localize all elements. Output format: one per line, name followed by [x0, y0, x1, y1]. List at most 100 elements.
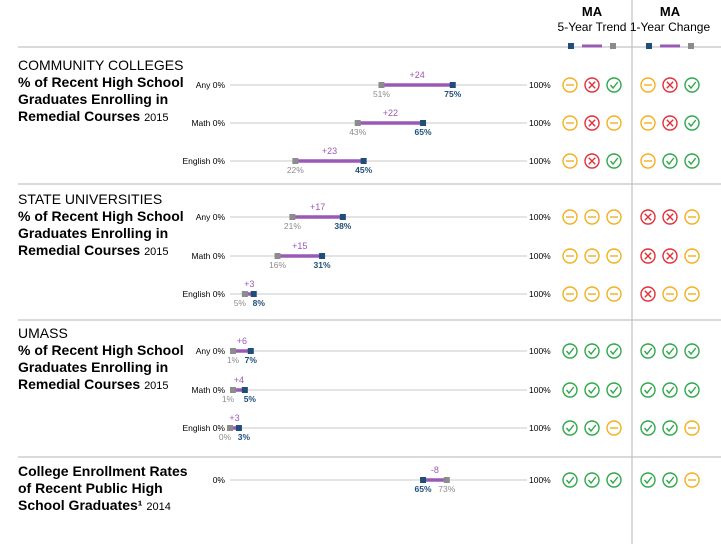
axis-max-label: 100%: [529, 423, 551, 433]
status-green-icon: [562, 472, 578, 488]
status-green-icon: [662, 382, 678, 398]
trend-header-title: MA: [581, 4, 603, 19]
x-mark: [644, 290, 652, 298]
status-green-icon: [640, 382, 656, 398]
section-subtitle-line: Graduates Enrolling in: [18, 359, 169, 375]
status-yellow-icon: [562, 77, 578, 93]
legend-start-marker: [610, 43, 616, 49]
change-label: +15: [292, 241, 307, 251]
section-heading: STATE UNIVERSITIES: [18, 191, 163, 207]
check-mark: [643, 347, 653, 356]
section-heading: UMASS: [18, 325, 68, 341]
end-marker: [449, 82, 456, 88]
end-marker: [235, 425, 242, 431]
check-mark: [665, 386, 675, 395]
status-yellow-icon: [640, 153, 656, 169]
change-label: +3: [229, 413, 239, 423]
start-value-label: 21%: [284, 221, 301, 231]
end-value-label: 8%: [253, 298, 266, 308]
x-mark: [588, 119, 596, 127]
status-yellow-icon: [562, 153, 578, 169]
start-marker: [354, 120, 361, 126]
start-value-label: 1%: [227, 355, 240, 365]
section-subtitle-line: Graduates Enrolling in: [18, 225, 169, 241]
status-green-icon: [684, 343, 700, 359]
end-value-label: 7%: [245, 355, 258, 365]
check-mark: [609, 157, 619, 166]
status-yellow-icon: [684, 286, 700, 302]
start-marker: [378, 82, 385, 88]
change-header-title: MA: [659, 4, 681, 19]
start-value-label: 5%: [234, 298, 247, 308]
status-yellow-icon: [606, 286, 622, 302]
check-mark: [643, 386, 653, 395]
start-value-label: 51%: [373, 89, 390, 99]
status-red-icon: [662, 115, 678, 131]
section-college-enrollment-title: College Enrollment Rates of Recent Publi…: [18, 463, 188, 516]
end-value-label: 45%: [355, 165, 372, 175]
change-label: +17: [310, 202, 325, 212]
row-label: English 0%: [182, 156, 225, 166]
check-mark: [687, 157, 697, 166]
status-green-icon: [684, 382, 700, 398]
check-mark: [609, 347, 619, 356]
status-green-icon: [562, 420, 578, 436]
start-marker: [443, 477, 450, 483]
start-marker: [274, 253, 281, 259]
status-green-icon: [606, 153, 622, 169]
section-heading: COMMUNITY COLLEGES: [18, 57, 184, 73]
axis-max-label: 100%: [529, 118, 551, 128]
status-green-icon: [684, 153, 700, 169]
x-mark: [666, 252, 674, 260]
change-header-subtitle: 1-Year Change: [629, 20, 711, 34]
check-mark: [665, 157, 675, 166]
status-green-icon: [584, 472, 600, 488]
status-red-icon: [584, 77, 600, 93]
axis-max-label: 100%: [529, 80, 551, 90]
end-value-label: 31%: [314, 260, 331, 270]
status-green-icon: [584, 420, 600, 436]
section-subtitle-line: Remedial Courses: [18, 242, 141, 258]
end-value-label: 5%: [244, 394, 257, 404]
x-mark: [666, 213, 674, 221]
section-umass-title: UMASS % of Recent High School Graduates …: [18, 325, 184, 395]
start-value-label: 1%: [222, 394, 235, 404]
status-yellow-icon: [584, 286, 600, 302]
check-mark: [643, 424, 653, 433]
axis-max-label: 100%: [529, 385, 551, 395]
trend-header-subtitle: 5-Year Trend: [557, 20, 627, 34]
check-mark: [609, 476, 619, 485]
status-yellow-icon: [640, 115, 656, 131]
section-year: 2015: [144, 112, 169, 124]
check-mark: [565, 424, 575, 433]
section-subtitle-line: Remedial Courses: [18, 376, 141, 392]
check-mark: [609, 386, 619, 395]
status-yellow-icon: [562, 209, 578, 225]
check-mark: [609, 81, 619, 90]
start-value-label: 22%: [287, 165, 304, 175]
start-value-label: 16%: [269, 260, 286, 270]
start-marker: [241, 291, 248, 297]
section-subtitle-line: % of Recent High School: [18, 342, 184, 358]
axis-max-label: 100%: [529, 475, 551, 485]
check-mark: [665, 347, 675, 356]
status-green-icon: [606, 343, 622, 359]
check-mark: [665, 476, 675, 485]
change-label: -8: [431, 465, 439, 475]
axis-max-label: 100%: [529, 212, 551, 222]
row-label: Math 0%: [191, 118, 225, 128]
check-mark: [687, 386, 697, 395]
status-red-icon: [584, 115, 600, 131]
row-label: English 0%: [182, 423, 225, 433]
check-mark: [565, 476, 575, 485]
status-green-icon: [640, 343, 656, 359]
status-green-icon: [584, 382, 600, 398]
end-marker: [319, 253, 326, 259]
row-label: Any 0%: [196, 212, 226, 222]
status-green-icon: [562, 343, 578, 359]
section-subtitle-line: % of Recent High School: [18, 208, 184, 224]
status-red-icon: [640, 248, 656, 264]
check-mark: [587, 476, 597, 485]
status-green-icon: [662, 343, 678, 359]
